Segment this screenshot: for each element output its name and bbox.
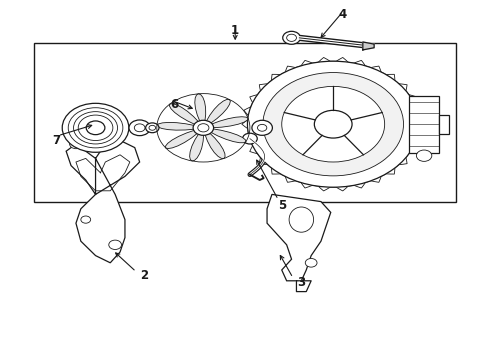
Circle shape [315,110,352,138]
Text: 1: 1 [231,24,239,37]
Circle shape [263,72,404,176]
Polygon shape [210,129,246,143]
Circle shape [283,31,300,44]
Polygon shape [296,281,311,292]
Circle shape [252,120,272,135]
Text: 6: 6 [170,98,178,111]
Circle shape [198,124,209,132]
Text: 7: 7 [52,134,60,147]
Bar [409,96,439,153]
Polygon shape [211,117,248,128]
Polygon shape [190,133,204,161]
Polygon shape [166,130,198,149]
Circle shape [243,133,257,144]
Circle shape [70,139,82,149]
Circle shape [62,103,129,152]
Circle shape [129,120,150,136]
Text: 5: 5 [278,199,286,212]
Circle shape [247,61,419,187]
Polygon shape [157,122,196,130]
Text: 2: 2 [141,269,148,282]
Polygon shape [242,58,424,191]
Text: 3: 3 [297,276,305,289]
Circle shape [109,240,122,249]
Circle shape [416,150,432,161]
Bar [439,115,449,134]
Circle shape [282,86,385,162]
Text: 4: 4 [339,8,347,21]
Polygon shape [66,140,140,263]
Bar [34,43,456,202]
Polygon shape [205,132,225,158]
Circle shape [258,124,267,131]
Polygon shape [170,104,199,125]
Circle shape [149,125,156,130]
Polygon shape [206,99,230,124]
Polygon shape [195,94,206,122]
Circle shape [305,258,317,267]
Circle shape [86,121,105,135]
Circle shape [134,124,145,132]
Circle shape [81,216,91,223]
Circle shape [287,34,296,41]
Circle shape [146,123,159,133]
Polygon shape [363,42,374,50]
Circle shape [193,120,214,135]
Ellipse shape [289,207,314,232]
Polygon shape [267,194,331,281]
